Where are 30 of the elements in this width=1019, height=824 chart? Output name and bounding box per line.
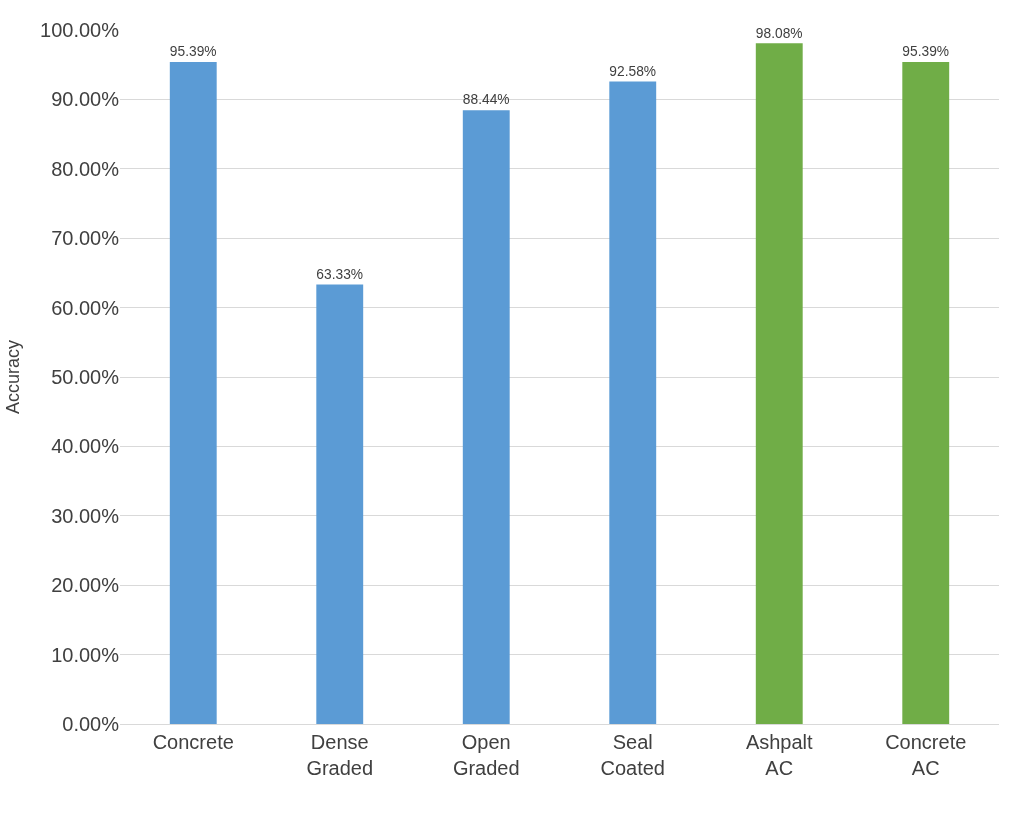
data-label: 98.08% (755, 25, 803, 41)
x-tick-label: Concrete (152, 731, 234, 753)
bar (755, 43, 803, 724)
y-tick-label: 50.00% (51, 366, 120, 388)
x-tick-label: Dense Graded (306, 731, 374, 779)
bar (316, 284, 364, 724)
data-label: 95.39% (902, 44, 950, 60)
bar (609, 81, 657, 724)
y-tick-label: 40.00% (51, 435, 120, 458)
y-tick-label: 30.00% (51, 504, 120, 527)
y-tick-label: 20.00% (51, 574, 120, 597)
x-tick-label: Seal Coated (600, 731, 665, 779)
bar (462, 110, 510, 724)
y-axis-title: Accuracy (3, 339, 24, 415)
y-tick-label: 70.00% (51, 227, 120, 250)
data-label: 63.33% (316, 266, 364, 282)
y-tick-label: 0.00% (62, 713, 120, 735)
y-tick-label: 90.00% (51, 88, 120, 111)
y-tick-label: 100.00% (40, 19, 120, 41)
x-tick-label: Ashpalt AC (745, 731, 814, 779)
bar (902, 61, 950, 724)
data-label: 92.58% (609, 63, 657, 79)
bar (169, 61, 217, 724)
x-tick-label: Concrete AC (885, 731, 967, 779)
data-label: 88.44% (462, 92, 510, 108)
data-label: 95.39% (169, 44, 217, 60)
y-tick-label: 10.00% (51, 643, 120, 666)
y-tick-label: 80.00% (51, 157, 120, 180)
x-tick-label: Open Graded (452, 731, 520, 779)
y-tick-label: 60.00% (51, 296, 120, 319)
